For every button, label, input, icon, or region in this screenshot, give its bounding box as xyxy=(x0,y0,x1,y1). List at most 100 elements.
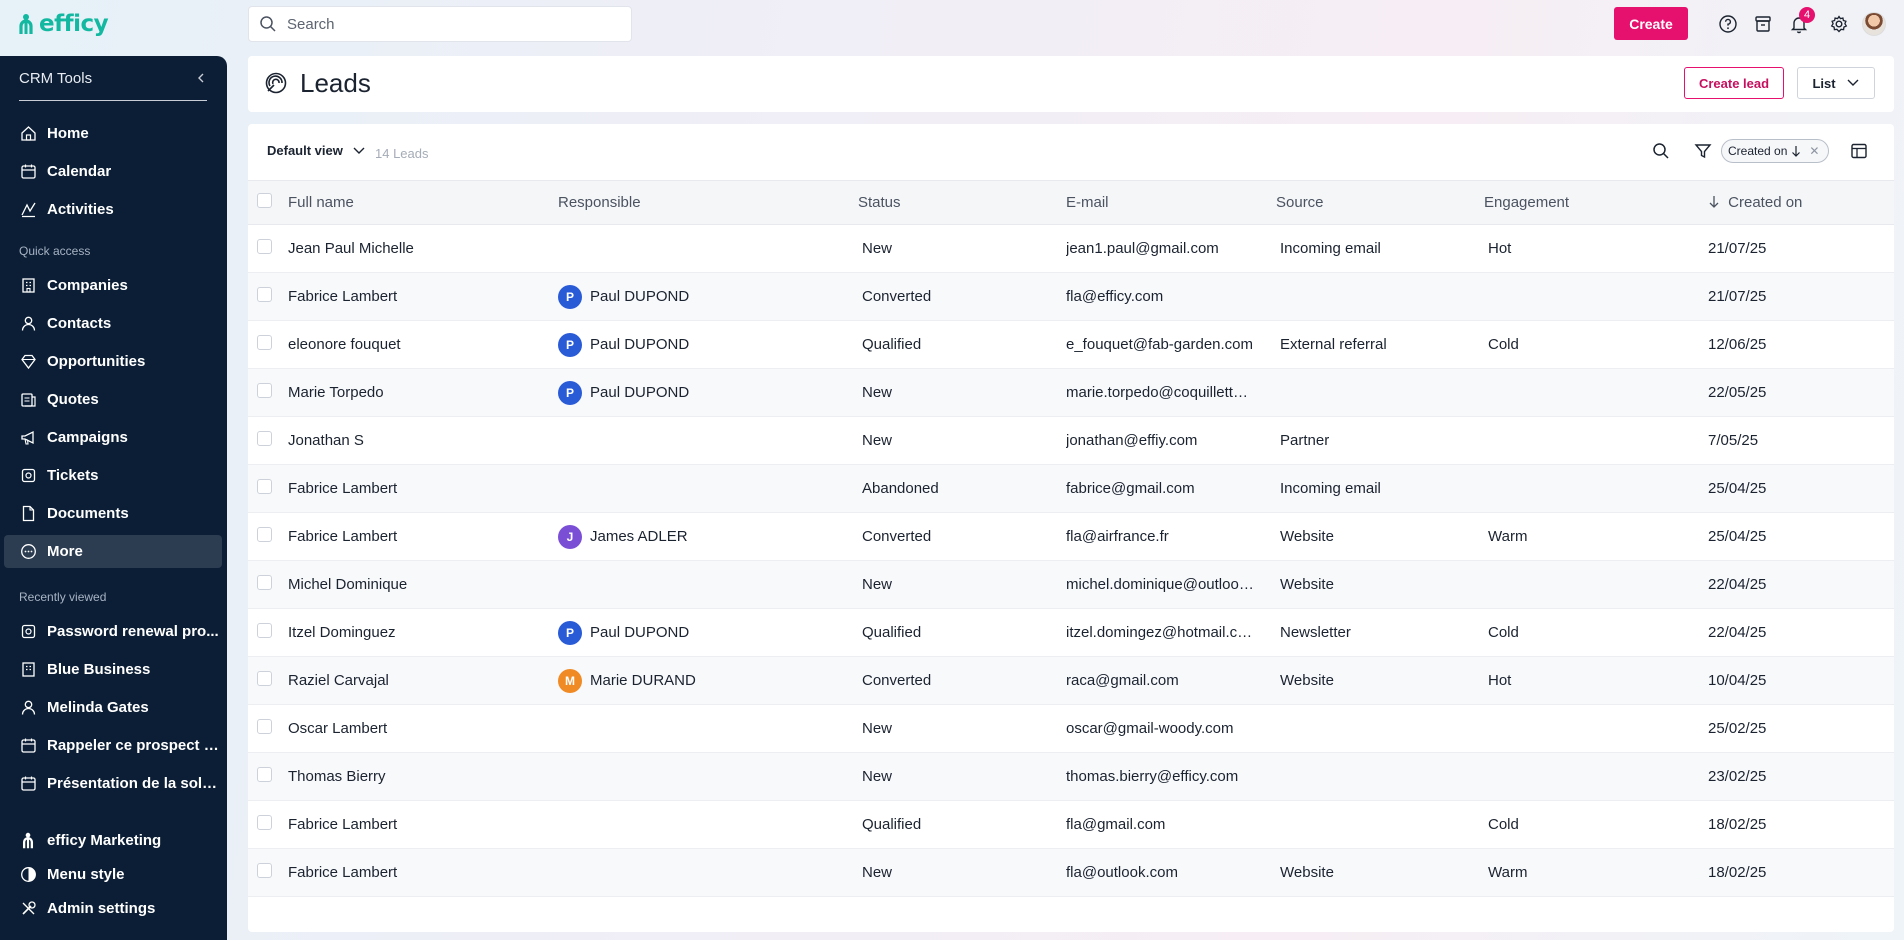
cell-email[interactable]: fabrice@gmail.com xyxy=(1066,465,1276,513)
row-checkbox[interactable] xyxy=(257,815,272,830)
table-row[interactable]: Fabrice Lambert Abandoned fabrice@gmail.co… xyxy=(248,464,1894,513)
search-input[interactable] xyxy=(287,15,607,33)
cell-email[interactable]: fla@gmail.com xyxy=(1066,801,1276,849)
recent-item[interactable]: Melinda Gates xyxy=(4,691,222,724)
cell-email[interactable]: michel.dominique@outlook... xyxy=(1066,561,1276,609)
column-layout-icon[interactable] xyxy=(1848,140,1870,162)
table-row[interactable]: Oscar Lambert New oscar@gmail-woody.com 25/… xyxy=(248,705,1894,753)
cell-full-name[interactable]: Thomas Bierry xyxy=(288,768,386,785)
cell-email[interactable]: e_fouquet@fab-garden.com xyxy=(1066,321,1276,369)
sidebar-item-campaigns[interactable]: Campaigns xyxy=(4,421,222,454)
recent-item[interactable]: Présentation de la solu... xyxy=(4,767,222,800)
row-checkbox[interactable] xyxy=(257,623,272,638)
sidebar-item-calendar[interactable]: Calendar xyxy=(4,155,222,188)
table-row[interactable]: Fabrice Lambert New fla@outlook.com Website… xyxy=(248,848,1894,897)
table-row[interactable]: Fabrice Lambert P Paul DUPOND Converted fla@… xyxy=(248,272,1894,321)
sidebar-item-home[interactable]: Home xyxy=(4,117,222,150)
select-all-checkbox[interactable] xyxy=(257,193,272,208)
sidebar-item-documents[interactable]: Documents xyxy=(4,497,222,530)
sidebar-item-more[interactable]: More xyxy=(4,535,222,568)
efficy-logo[interactable]: efficy xyxy=(18,11,109,37)
sidebar-item-admin-settings[interactable]: Admin settings xyxy=(4,892,222,925)
help-icon[interactable] xyxy=(1716,12,1740,36)
table-row[interactable]: Thomas Bierry New thomas.bierry@efficy.com… xyxy=(248,752,1894,801)
sidebar-item-efficy-marketing[interactable]: efficy Marketing xyxy=(4,824,222,857)
sidebar-item-tickets[interactable]: Tickets xyxy=(4,459,222,492)
cell-email[interactable]: itzel.domingez@hotmail.com xyxy=(1066,609,1276,657)
row-checkbox[interactable] xyxy=(257,431,272,446)
sidebar-item-activities[interactable]: Activities xyxy=(4,193,222,226)
cell-full-name[interactable]: Fabrice Lambert xyxy=(288,864,398,881)
cell-email[interactable]: fla@airfrance.fr xyxy=(1066,513,1276,561)
cell-email[interactable]: jonathan@effiy.com xyxy=(1066,417,1276,465)
view-mode-dropdown[interactable]: List xyxy=(1797,67,1875,99)
row-checkbox[interactable] xyxy=(257,719,272,734)
sidebar-item-opportunities[interactable]: Opportunities xyxy=(4,345,222,378)
row-checkbox[interactable] xyxy=(257,479,272,494)
column-header-source[interactable]: Source xyxy=(1276,180,1484,225)
cell-full-name[interactable]: Fabrice Lambert xyxy=(288,528,398,545)
cell-full-name[interactable]: Fabrice Lambert xyxy=(288,480,398,497)
row-checkbox[interactable] xyxy=(257,767,272,782)
create-button[interactable]: Create xyxy=(1614,7,1688,40)
cell-email[interactable]: oscar@gmail-woody.com xyxy=(1066,705,1276,753)
remove-sort-icon[interactable]: ✕ xyxy=(1809,144,1820,158)
row-checkbox[interactable] xyxy=(257,575,272,590)
column-header-status[interactable]: Status xyxy=(858,180,1066,225)
create-lead-button[interactable]: Create lead xyxy=(1684,67,1784,99)
cell-full-name[interactable]: Oscar Lambert xyxy=(288,720,388,737)
table-row[interactable]: Fabrice Lambert Qualified fla@gmail.com Col… xyxy=(248,801,1894,849)
column-header-full-name[interactable]: Full name xyxy=(288,180,558,225)
row-checkbox[interactable] xyxy=(257,671,272,686)
cell-email[interactable]: jean1.paul@gmail.com xyxy=(1066,225,1276,273)
row-checkbox[interactable] xyxy=(257,287,272,302)
recent-item[interactable]: Password renewal pro... xyxy=(4,615,222,648)
filter-icon[interactable] xyxy=(1692,140,1714,162)
recent-item[interactable]: Rappeler ce prospect p... xyxy=(4,729,222,762)
gear-icon[interactable] xyxy=(1827,12,1851,36)
row-checkbox[interactable] xyxy=(257,335,272,350)
table-row[interactable]: Raziel Carvajal M Marie DURAND Converted rac… xyxy=(248,656,1894,705)
search-box[interactable] xyxy=(248,6,632,42)
user-avatar[interactable] xyxy=(1862,12,1886,36)
sort-chip[interactable]: Created on ✕ xyxy=(1721,139,1829,163)
cell-full-name[interactable]: Michel Dominique xyxy=(288,576,408,593)
archive-icon[interactable] xyxy=(1751,12,1775,36)
cell-email[interactable]: raca@gmail.com xyxy=(1066,657,1276,705)
column-header-email[interactable]: E-mail xyxy=(1066,180,1276,225)
cell-full-name[interactable]: eleonore fouquet xyxy=(288,336,401,353)
cell-email[interactable]: fla@efficy.com xyxy=(1066,273,1276,321)
recent-item[interactable]: Blue Business xyxy=(4,653,222,686)
sidebar-item-companies[interactable]: Companies xyxy=(4,269,222,302)
table-row[interactable]: eleonore fouquet P Paul DUPOND Qualified e_f… xyxy=(248,321,1894,369)
sidebar-item-quotes[interactable]: Quotes xyxy=(4,383,222,416)
column-header-created-on[interactable]: Created on xyxy=(1694,180,1894,225)
row-checkbox[interactable] xyxy=(257,527,272,542)
cell-email[interactable]: thomas.bierry@efficy.com xyxy=(1066,753,1276,801)
cell-full-name[interactable]: Jonathan S xyxy=(288,432,364,449)
search-icon[interactable] xyxy=(1650,140,1672,162)
sidebar-item-contacts[interactable]: Contacts xyxy=(4,307,222,340)
column-header-engagement[interactable]: Engagement xyxy=(1484,180,1694,225)
cell-full-name[interactable]: Jean Paul Michelle xyxy=(288,240,414,257)
table-row[interactable]: Fabrice Lambert J James ADLER Converted fla@… xyxy=(248,513,1894,561)
table-row[interactable]: Michel Dominique New michel.dominique@outl… xyxy=(248,560,1894,609)
column-header-responsible[interactable]: Responsible xyxy=(558,180,858,225)
cell-full-name[interactable]: Fabrice Lambert xyxy=(288,816,398,833)
cell-full-name[interactable]: Marie Torpedo xyxy=(288,384,384,401)
cell-full-name[interactable]: Fabrice Lambert xyxy=(288,288,398,305)
table-row[interactable]: Marie Torpedo P Paul DUPOND New marie.torped… xyxy=(248,368,1894,417)
table-row[interactable]: Jonathan S New jonathan@effiy.com Partner 7/… xyxy=(248,417,1894,465)
table-row[interactable]: Itzel Dominguez P Paul DUPOND Qualified itze… xyxy=(248,609,1894,657)
cell-email[interactable]: fla@outlook.com xyxy=(1066,849,1276,897)
sidebar-item-menu-style[interactable]: Menu style xyxy=(4,858,222,891)
collapse-sidebar-icon[interactable] xyxy=(195,72,207,84)
cell-full-name[interactable]: Itzel Dominguez xyxy=(288,624,396,641)
cell-email[interactable]: marie.torpedo@coquillette.... xyxy=(1066,369,1276,417)
row-checkbox[interactable] xyxy=(257,383,272,398)
row-checkbox[interactable] xyxy=(257,239,272,254)
view-selector[interactable]: Default view xyxy=(267,143,366,158)
cell-full-name[interactable]: Raziel Carvajal xyxy=(288,672,389,689)
table-row[interactable]: Jean Paul Michelle New jean1.paul@gmail.co… xyxy=(248,225,1894,273)
row-checkbox[interactable] xyxy=(257,863,272,878)
